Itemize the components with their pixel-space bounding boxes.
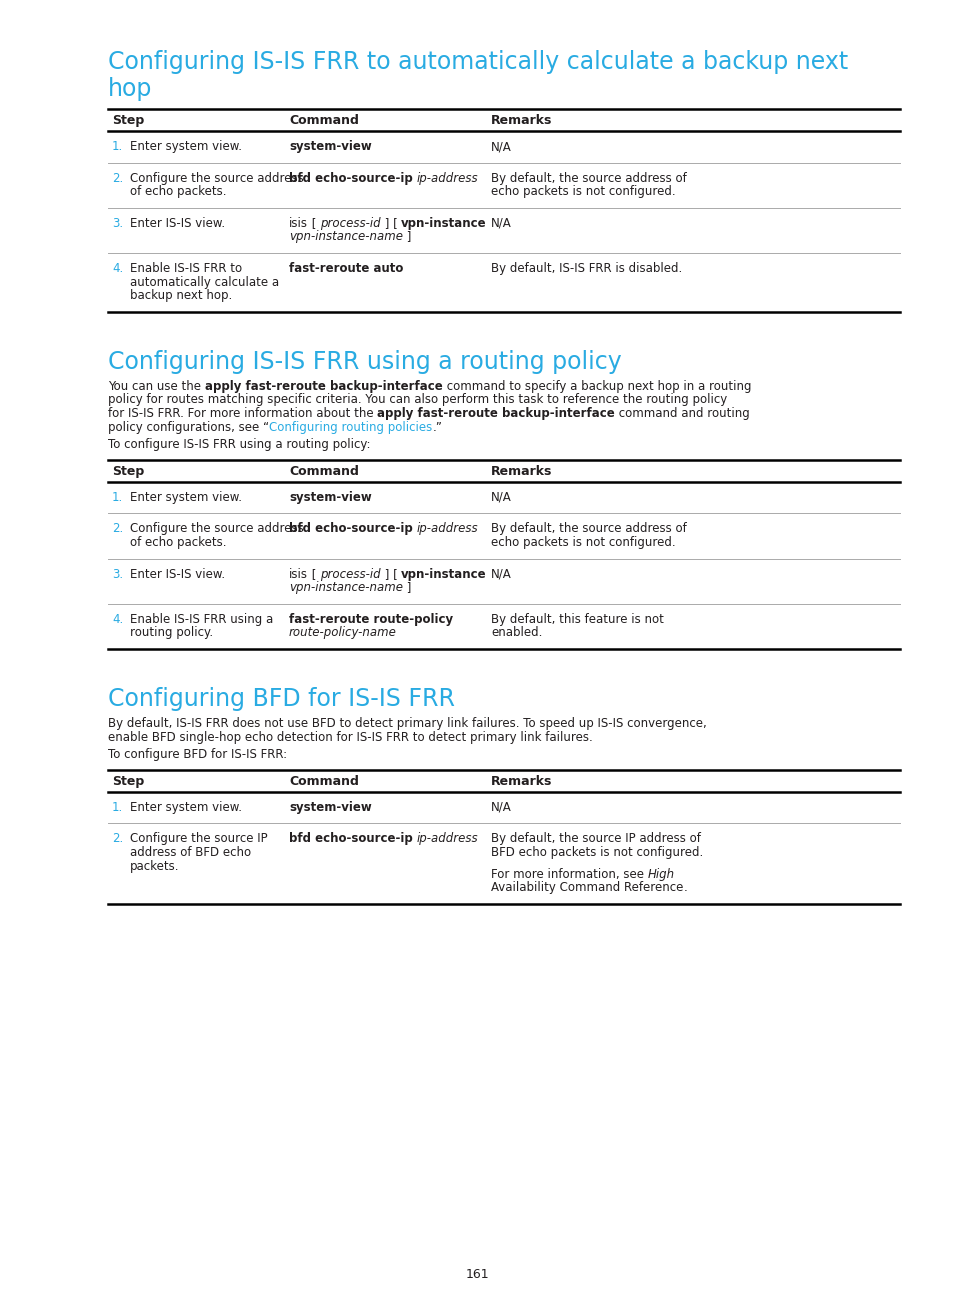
Text: bfd echo-source-ip: bfd echo-source-ip	[289, 832, 416, 845]
Text: of echo packets.: of echo packets.	[130, 537, 226, 550]
Text: To configure IS-IS FRR using a routing policy:: To configure IS-IS FRR using a routing p…	[108, 438, 370, 451]
Text: N/A: N/A	[491, 801, 511, 814]
Text: Enter IS-IS view.: Enter IS-IS view.	[130, 568, 225, 581]
Text: N/A: N/A	[491, 491, 511, 504]
Text: Configuring IS-IS FRR to automatically calculate a backup next: Configuring IS-IS FRR to automatically c…	[108, 51, 847, 74]
Text: Step: Step	[112, 465, 144, 478]
Text: Step: Step	[112, 114, 144, 127]
Text: Remarks: Remarks	[491, 775, 552, 788]
Text: policy configurations, see “: policy configurations, see “	[108, 421, 269, 434]
Text: vpn-instance-name: vpn-instance-name	[289, 231, 402, 244]
Text: enable BFD single-hop echo detection for IS-IS FRR to detect primary link failur: enable BFD single-hop echo detection for…	[108, 731, 592, 744]
Text: [: [	[308, 568, 320, 581]
Text: 2.: 2.	[112, 832, 123, 845]
Text: Command: Command	[289, 465, 358, 478]
Text: echo packets is not configured.: echo packets is not configured.	[491, 537, 675, 550]
Text: Command: Command	[289, 114, 358, 127]
Text: N/A: N/A	[491, 216, 511, 229]
Text: vpn-instance: vpn-instance	[401, 568, 486, 581]
Text: command to specify a backup next hop in a routing: command to specify a backup next hop in …	[442, 380, 750, 393]
Text: ]: ]	[402, 231, 411, 244]
Text: backup next hop.: backup next hop.	[130, 289, 232, 302]
Text: Enter system view.: Enter system view.	[130, 801, 242, 814]
Text: vpn-instance: vpn-instance	[401, 216, 486, 229]
Text: By default, the source address of: By default, the source address of	[491, 522, 686, 535]
Text: Configure the source IP: Configure the source IP	[130, 832, 268, 845]
Text: High: High	[647, 868, 674, 881]
Text: By default, this feature is not: By default, this feature is not	[491, 613, 663, 626]
Text: Step: Step	[112, 775, 144, 788]
Text: process-id: process-id	[320, 216, 380, 229]
Text: ]: ]	[402, 581, 411, 594]
Text: process-id: process-id	[320, 568, 380, 581]
Text: for IS-IS FRR. For more information about the: for IS-IS FRR. For more information abou…	[108, 407, 377, 420]
Text: system-view: system-view	[289, 491, 372, 504]
Text: hop: hop	[108, 76, 152, 101]
Text: Configuring IS-IS FRR using a routing policy: Configuring IS-IS FRR using a routing po…	[108, 350, 621, 373]
Text: ip-address: ip-address	[416, 832, 478, 845]
Text: 4.: 4.	[112, 262, 123, 275]
Text: ip-address: ip-address	[416, 171, 478, 184]
Text: 2.: 2.	[112, 171, 123, 184]
Text: 1.: 1.	[112, 140, 123, 153]
Text: 2.: 2.	[112, 522, 123, 535]
Text: By default, the source IP address of: By default, the source IP address of	[491, 832, 700, 845]
Text: N/A: N/A	[491, 140, 511, 153]
Text: To configure BFD for IS-IS FRR:: To configure BFD for IS-IS FRR:	[108, 748, 287, 761]
Text: system-view: system-view	[289, 140, 372, 153]
Text: command and routing: command and routing	[615, 407, 749, 420]
Text: packets.: packets.	[130, 859, 179, 872]
Text: 3.: 3.	[112, 568, 123, 581]
Text: route-policy-name: route-policy-name	[289, 626, 396, 639]
Text: Configuring routing policies: Configuring routing policies	[269, 421, 432, 434]
Text: 1.: 1.	[112, 801, 123, 814]
Text: ] [: ] [	[380, 568, 401, 581]
Text: .: .	[682, 881, 686, 894]
Text: Configuring BFD for IS-IS FRR: Configuring BFD for IS-IS FRR	[108, 687, 455, 712]
Text: apply fast-reroute backup-interface: apply fast-reroute backup-interface	[205, 380, 442, 393]
Text: 1.: 1.	[112, 491, 123, 504]
Text: address of BFD echo: address of BFD echo	[130, 846, 251, 859]
Text: Command: Command	[289, 775, 358, 788]
Text: 161: 161	[465, 1267, 488, 1280]
Text: N/A: N/A	[491, 568, 511, 581]
Text: You can use the: You can use the	[108, 380, 205, 393]
Text: Enable IS-IS FRR using a: Enable IS-IS FRR using a	[130, 613, 273, 626]
Text: echo packets is not configured.: echo packets is not configured.	[491, 185, 675, 198]
Text: Enter system view.: Enter system view.	[130, 491, 242, 504]
Text: automatically calculate a: automatically calculate a	[130, 276, 279, 289]
Text: routing policy.: routing policy.	[130, 626, 213, 639]
Text: Enter system view.: Enter system view.	[130, 140, 242, 153]
Text: For more information, see: For more information, see	[491, 868, 647, 881]
Text: ] [: ] [	[380, 216, 401, 229]
Text: vpn-instance-name: vpn-instance-name	[289, 581, 402, 594]
Text: Enter IS-IS view.: Enter IS-IS view.	[130, 216, 225, 229]
Text: fast-reroute auto: fast-reroute auto	[289, 262, 403, 275]
Text: fast-reroute route-policy: fast-reroute route-policy	[289, 613, 453, 626]
Text: By default, IS-IS FRR is disabled.: By default, IS-IS FRR is disabled.	[491, 262, 681, 275]
Text: Configure the source address: Configure the source address	[130, 522, 303, 535]
Text: system-view: system-view	[289, 801, 372, 814]
Text: 4.: 4.	[112, 613, 123, 626]
Text: bfd echo-source-ip: bfd echo-source-ip	[289, 522, 416, 535]
Text: enabled.: enabled.	[491, 626, 542, 639]
Text: isis: isis	[289, 568, 308, 581]
Text: isis: isis	[289, 216, 308, 229]
Text: Remarks: Remarks	[491, 114, 552, 127]
Text: By default, IS-IS FRR does not use BFD to detect primary link failures. To speed: By default, IS-IS FRR does not use BFD t…	[108, 717, 706, 730]
Text: bfd echo-source-ip: bfd echo-source-ip	[289, 171, 416, 184]
Text: Enable IS-IS FRR to: Enable IS-IS FRR to	[130, 262, 242, 275]
Text: Configure the source address: Configure the source address	[130, 171, 303, 184]
Text: apply fast-reroute backup-interface: apply fast-reroute backup-interface	[377, 407, 615, 420]
Text: [: [	[308, 216, 320, 229]
Text: 3.: 3.	[112, 216, 123, 229]
Text: policy for routes matching specific criteria. You can also perform this task to : policy for routes matching specific crit…	[108, 394, 726, 407]
Text: .”: .”	[432, 421, 442, 434]
Text: ip-address: ip-address	[416, 522, 478, 535]
Text: By default, the source address of: By default, the source address of	[491, 171, 686, 184]
Text: BFD echo packets is not configured.: BFD echo packets is not configured.	[491, 846, 702, 859]
Text: Availability Command Reference: Availability Command Reference	[491, 881, 682, 894]
Text: Remarks: Remarks	[491, 465, 552, 478]
Text: of echo packets.: of echo packets.	[130, 185, 226, 198]
